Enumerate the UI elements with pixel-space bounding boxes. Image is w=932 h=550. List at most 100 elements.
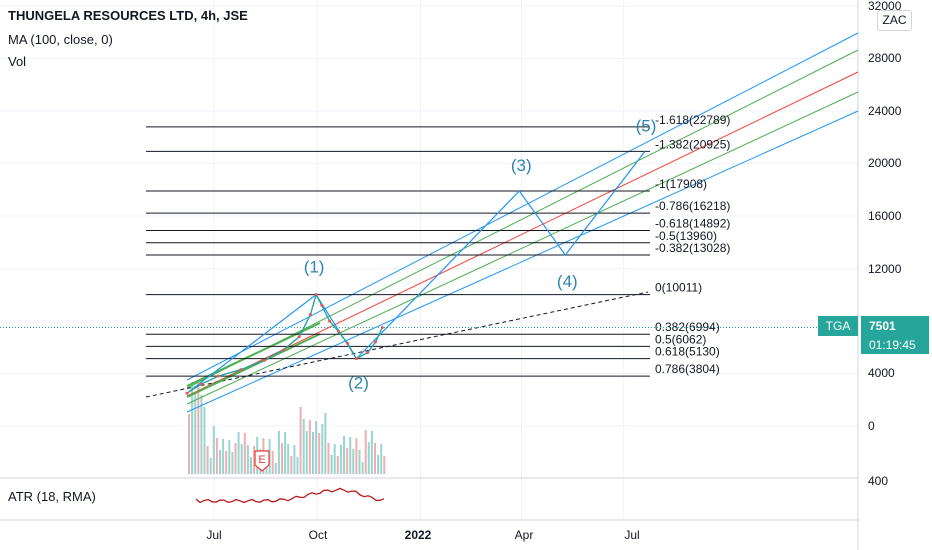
- early-channel-line: [186, 333, 321, 398]
- volume-bar: [194, 394, 197, 474]
- volume-bar: [200, 395, 203, 474]
- price-point: [366, 351, 370, 354]
- volume-bar: [206, 446, 209, 474]
- volume-bar: [302, 419, 305, 474]
- elliott-wave-label: (1): [304, 258, 325, 277]
- volume-bar: [299, 407, 302, 474]
- fib-level-label: 0.5(6062): [655, 332, 706, 346]
- time-axis[interactable]: Jul Oct 2022 Apr Jul: [206, 528, 639, 542]
- price-tick-label: 400: [868, 474, 888, 488]
- volume-bar: [336, 456, 339, 474]
- elliott-wave-label: (2): [348, 374, 369, 393]
- volume-bars: E: [188, 382, 386, 474]
- volume-bar: [212, 426, 215, 474]
- price-tick-label: 32000: [868, 0, 902, 13]
- channel-line: [186, 32, 859, 381]
- volume-bar: [274, 463, 277, 474]
- volume-bar: [197, 383, 200, 474]
- volume-bar: [209, 458, 212, 474]
- volume-bar: [333, 444, 336, 474]
- channel-line: [186, 49, 859, 389]
- bar-countdown-badge: 01:19:45: [861, 336, 929, 354]
- volume-bar: [253, 446, 256, 474]
- volume-bar: [222, 439, 225, 474]
- volume-bar: [352, 449, 355, 474]
- volume-bar: [250, 457, 252, 474]
- price-point: [308, 312, 312, 316]
- currency-label[interactable]: ZAC: [877, 10, 912, 31]
- elliott-wave-label: (3): [511, 156, 532, 175]
- channel-line: [186, 110, 859, 413]
- volume-bar: [349, 437, 352, 474]
- dashed-trendline: [145, 291, 649, 398]
- vol-indicator-legend[interactable]: Vol: [8, 54, 27, 69]
- price-tick-label: 20000: [868, 156, 902, 170]
- volume-bar: [191, 382, 194, 474]
- volume-bar: [284, 432, 287, 474]
- volume-bar: [228, 440, 231, 474]
- price-tick-label: 28000: [868, 51, 902, 65]
- volume-bar: [377, 455, 380, 474]
- fib-level-label: -1.618(22789): [655, 113, 730, 127]
- price-point: [262, 358, 266, 362]
- chart-title: THUNGELA RESOURCES LTD, 4h, JSE: [8, 8, 248, 23]
- price-point: [355, 357, 359, 361]
- volume-bar: [305, 431, 308, 474]
- volume-bar: [315, 421, 318, 474]
- volume-bar: [287, 444, 290, 474]
- price-tick-label: 16000: [868, 209, 902, 223]
- volume-bar: [355, 438, 358, 474]
- volume-bar: [188, 414, 190, 474]
- volume-bar: [312, 432, 314, 474]
- earnings-marker-icon: [254, 450, 270, 472]
- elliott-wave-label: (4): [557, 272, 578, 291]
- chart-grid: [0, 0, 859, 550]
- volume-bar: [290, 456, 293, 474]
- ma-indicator-legend[interactable]: MA (100, close, 0): [8, 32, 113, 47]
- price-tick-label: 0: [868, 419, 875, 433]
- time-tick-label: Apr: [515, 528, 534, 542]
- price-tick-label: 12000: [868, 262, 902, 276]
- fib-level-label: -0.382(13028): [655, 241, 730, 255]
- volume-bar: [246, 445, 249, 474]
- price-point: [328, 319, 332, 323]
- atr-series-line: [195, 487, 385, 504]
- time-tick-label: 2022: [405, 528, 432, 542]
- volume-bar: [281, 443, 283, 474]
- volume-bar: [327, 443, 330, 474]
- elliott-wave-label: (5): [636, 116, 657, 135]
- volume-bar: [203, 407, 206, 474]
- fib-level-label: -1(17908): [655, 177, 707, 191]
- atr-indicator-legend[interactable]: ATR (18, RMA): [8, 489, 96, 504]
- volume-bar: [367, 442, 370, 474]
- price-series: [0, 292, 858, 395]
- price-point: [297, 335, 301, 339]
- fib-level-label: 0(10011): [655, 281, 702, 295]
- elliott-waves: (1) (2) (3) (4) (5): [186, 116, 657, 394]
- price-point: [216, 374, 220, 378]
- time-tick-label: Jul: [206, 528, 221, 542]
- volume-bar: [243, 433, 246, 474]
- volume-bar: [374, 443, 376, 474]
- price-scale[interactable]: 3200028000240002000016000120008000400004…: [868, 0, 902, 488]
- volume-bar: [225, 451, 228, 474]
- elliott-wave-path: [186, 151, 646, 394]
- price-point: [346, 341, 350, 345]
- volume-bar: [271, 451, 274, 474]
- fib-level-label: 0.618(5130): [655, 345, 720, 359]
- volume-bar: [215, 438, 218, 474]
- price-point: [337, 330, 341, 333]
- volume-bar: [237, 432, 240, 474]
- price-channel: [145, 32, 859, 413]
- volume-bar: [361, 462, 364, 474]
- channel-line: [186, 71, 859, 397]
- volume-bar: [358, 450, 361, 474]
- volume-bar: [339, 445, 342, 474]
- price-tick-label: 24000: [868, 104, 902, 118]
- volume-bar: [219, 450, 221, 474]
- volume-bar: [293, 445, 296, 474]
- fib-level-label: -0.618(14892): [655, 217, 730, 231]
- price-tick-label: 4000: [868, 366, 895, 380]
- fib-level-label: 0.786(3804): [655, 362, 720, 376]
- volume-bar: [277, 431, 280, 474]
